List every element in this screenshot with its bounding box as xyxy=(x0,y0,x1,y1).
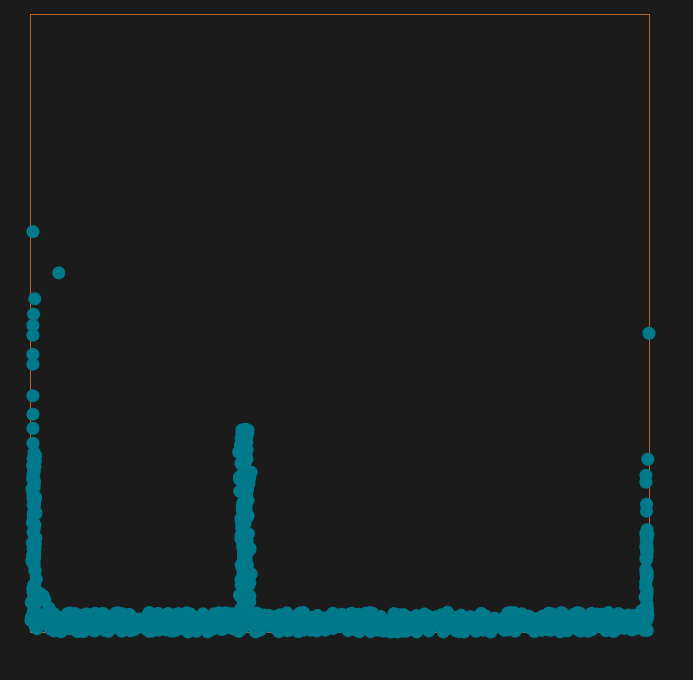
scatter-point xyxy=(488,617,501,631)
scatter-point xyxy=(252,609,266,623)
scatter-point xyxy=(637,623,651,637)
scatter-point xyxy=(27,596,41,610)
scatter-point xyxy=(590,612,604,626)
scatter-point xyxy=(454,608,468,622)
scatter-point xyxy=(115,624,129,638)
plot-frame xyxy=(30,14,650,633)
scatter-point xyxy=(439,622,453,636)
scatter-point xyxy=(26,472,40,486)
scatter-point xyxy=(639,551,653,565)
scatter-point xyxy=(569,607,583,621)
scatter-point xyxy=(59,614,73,628)
scatter-point xyxy=(33,586,47,600)
scatter-point xyxy=(234,529,248,542)
scatter-point xyxy=(539,623,553,637)
scatter-point xyxy=(52,266,66,280)
scatter-point xyxy=(163,623,177,637)
scatter-point xyxy=(293,618,307,632)
scatter-point xyxy=(540,608,554,622)
scatter-point xyxy=(26,407,40,421)
scatter-point xyxy=(196,607,210,621)
scatter-point xyxy=(389,619,403,633)
scatter-point xyxy=(127,618,141,632)
scatter-point xyxy=(236,483,250,497)
scatter-point xyxy=(363,606,377,620)
scatter-point xyxy=(471,615,485,629)
scatter-point xyxy=(451,623,465,637)
scatter-point xyxy=(26,318,40,332)
scatter-point xyxy=(27,307,40,321)
scatter-point xyxy=(235,423,249,437)
scatter-point xyxy=(559,618,572,632)
scatter-point xyxy=(141,618,155,632)
scatter-point xyxy=(404,621,418,635)
scatter-point xyxy=(580,615,594,629)
scatter-point xyxy=(26,347,40,361)
scatter-point xyxy=(529,614,543,628)
scatter-point xyxy=(350,623,364,637)
scatter-point xyxy=(238,606,252,620)
scatter-point xyxy=(26,436,40,450)
scatter-point xyxy=(106,614,120,628)
scatter-point xyxy=(640,539,654,553)
scatter-point xyxy=(639,475,653,489)
scatter-point xyxy=(410,609,423,623)
scatter-point xyxy=(71,625,85,638)
scatter-point xyxy=(619,610,633,624)
scatter-point xyxy=(311,616,325,630)
scatter-point xyxy=(237,508,250,522)
scatter-point xyxy=(153,615,167,629)
scatter-point xyxy=(236,469,250,483)
scatter-point xyxy=(26,389,40,403)
scatter-point xyxy=(38,608,51,622)
scatter-point xyxy=(86,614,100,628)
scatter-point xyxy=(26,357,40,371)
scatter-point xyxy=(430,615,444,629)
scatter-point xyxy=(325,614,339,628)
scatter-point xyxy=(223,619,237,633)
scatter-point xyxy=(240,556,253,570)
scatter-point xyxy=(640,523,654,537)
scatter-point xyxy=(26,507,40,520)
scatter-point xyxy=(96,607,110,620)
scatter-point xyxy=(178,611,192,625)
scatter-point xyxy=(280,624,294,638)
scatter-point xyxy=(598,622,612,636)
scatter-point xyxy=(234,578,248,592)
scatter-point xyxy=(28,454,42,468)
points-layer xyxy=(24,225,656,639)
scatter-point xyxy=(28,490,42,504)
scatter-point xyxy=(640,504,653,518)
scatter-point xyxy=(609,613,623,627)
scatter-point xyxy=(25,554,39,567)
scatter-point xyxy=(253,623,267,637)
scatter-point xyxy=(54,625,68,639)
scatter-point xyxy=(639,568,653,582)
scatter-point xyxy=(26,225,40,239)
scatter-point xyxy=(233,438,247,452)
scatter-point xyxy=(369,619,383,633)
scatter-point xyxy=(26,421,40,435)
scatter-point xyxy=(641,452,655,466)
scatter-point xyxy=(515,607,529,621)
scatter-point xyxy=(642,326,656,340)
scatter-point xyxy=(501,620,514,634)
scatter-point xyxy=(207,607,221,621)
scatter-point xyxy=(26,542,40,556)
scatter-point xyxy=(28,292,42,306)
scatter-point xyxy=(26,328,40,342)
scatter-point xyxy=(76,608,90,622)
scatter-point xyxy=(206,620,220,634)
scatter-point xyxy=(264,613,278,627)
scatter-point xyxy=(639,608,653,622)
